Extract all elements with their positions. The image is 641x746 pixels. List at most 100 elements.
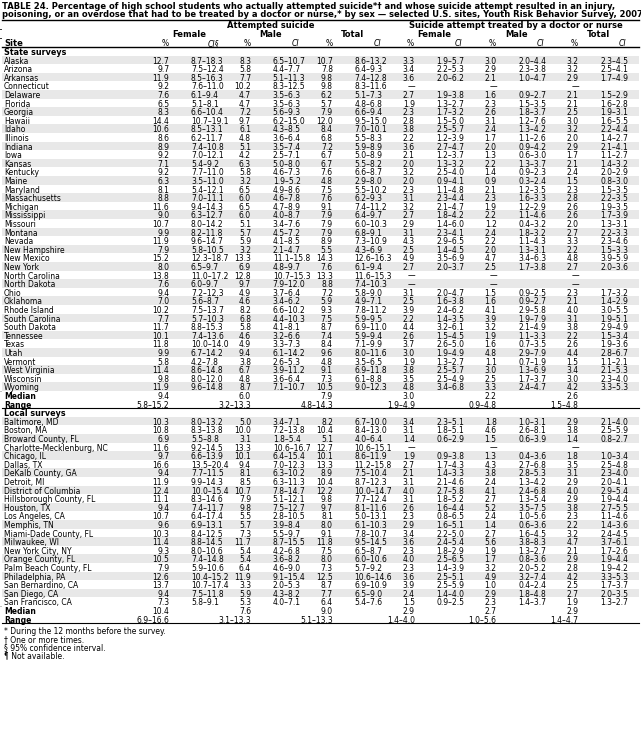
Text: 5.4–7.6: 5.4–7.6 [354, 598, 383, 607]
Text: 10.5: 10.5 [316, 383, 333, 392]
Text: 5.9–9.4: 5.9–9.4 [354, 332, 383, 341]
Text: 2.2–5.3: 2.2–5.3 [437, 65, 464, 74]
Text: 7.7: 7.7 [320, 590, 333, 599]
Text: 2.9: 2.9 [403, 521, 415, 530]
Text: Michigan: Michigan [4, 203, 38, 212]
Text: 2.1–5.3: 2.1–5.3 [600, 366, 628, 375]
Text: 1.3: 1.3 [485, 151, 497, 160]
Text: 2.7: 2.7 [485, 607, 497, 616]
Text: 4.7: 4.7 [239, 91, 251, 100]
Bar [2, 554, 639, 563]
Text: 5.8–9.1: 5.8–9.1 [191, 598, 219, 607]
Text: CI: CI [619, 39, 626, 48]
Text: 3.9–5.9: 3.9–5.9 [600, 254, 628, 263]
Text: 2.9–8.0: 2.9–8.0 [354, 177, 383, 186]
Text: 7.4–13.6: 7.4–13.6 [191, 332, 224, 341]
Bar [2, 313, 639, 322]
Text: 9.0: 9.0 [320, 607, 333, 616]
Text: 8.7: 8.7 [239, 383, 251, 392]
Text: 10.7: 10.7 [153, 220, 169, 229]
Text: 3.6–6.4: 3.6–6.4 [273, 134, 301, 143]
Text: West Virginia: West Virginia [4, 366, 54, 375]
Text: 10.7: 10.7 [234, 486, 251, 495]
Text: 2.9: 2.9 [567, 478, 578, 487]
Text: 4.8: 4.8 [321, 177, 333, 186]
Text: 3.3: 3.3 [403, 57, 415, 66]
Text: 8.1–11.6: 8.1–11.6 [354, 504, 387, 513]
Text: Maine: Maine [4, 177, 27, 186]
Text: 1.4–3.3: 1.4–3.3 [437, 469, 465, 478]
Bar [2, 571, 639, 580]
Text: 1.4–4.0: 1.4–4.0 [437, 590, 465, 599]
Text: 4.8: 4.8 [239, 374, 251, 383]
Text: 2.0–2.9: 2.0–2.9 [600, 169, 628, 178]
Text: 7.9: 7.9 [320, 211, 333, 220]
Text: 4.8: 4.8 [485, 349, 497, 358]
Text: 10.5: 10.5 [153, 556, 169, 565]
Text: 6.1–10.3: 6.1–10.3 [354, 521, 387, 530]
Text: 9.9: 9.9 [157, 349, 169, 358]
Text: 9.5–14.5: 9.5–14.5 [354, 538, 388, 548]
Text: Arkansas: Arkansas [4, 74, 39, 83]
Text: 2.4: 2.4 [403, 590, 415, 599]
Text: 3.4–7.1: 3.4–7.1 [273, 418, 301, 427]
Text: 1.5: 1.5 [567, 357, 578, 366]
Text: 7.9–12.0: 7.9–12.0 [273, 280, 306, 289]
Text: New York: New York [4, 263, 39, 272]
Text: %: % [407, 39, 414, 48]
Text: 7.6: 7.6 [320, 169, 333, 178]
Text: 4.4: 4.4 [566, 349, 578, 358]
Text: 6.8: 6.8 [239, 315, 251, 324]
Text: 9.7: 9.7 [157, 452, 169, 461]
Text: 3.0: 3.0 [403, 392, 415, 401]
Text: 4.9–7.1: 4.9–7.1 [354, 298, 383, 307]
Text: %: % [244, 39, 251, 48]
Text: 2.3: 2.3 [485, 194, 497, 203]
Bar [2, 520, 639, 529]
Text: Wisconsin: Wisconsin [4, 374, 42, 383]
Text: 6.0: 6.0 [239, 392, 251, 401]
Text: 4.6: 4.6 [485, 427, 497, 436]
Text: 8.0–13.2: 8.0–13.2 [191, 418, 224, 427]
Text: 3.8: 3.8 [403, 366, 415, 375]
Text: 7.5–10.4: 7.5–10.4 [354, 469, 388, 478]
Text: 6.2–9.3: 6.2–9.3 [354, 194, 383, 203]
Text: 0.6–3.0: 0.6–3.0 [519, 151, 546, 160]
Text: 1.3–4.2: 1.3–4.2 [519, 125, 546, 134]
Text: 2.4–6.2: 2.4–6.2 [437, 306, 464, 315]
Text: Female: Female [417, 30, 451, 39]
Text: 4.2: 4.2 [239, 151, 251, 160]
Text: 2.2: 2.2 [485, 211, 497, 220]
Text: Total: Total [341, 30, 364, 39]
Text: 3.1: 3.1 [403, 289, 415, 298]
Text: 4.9: 4.9 [485, 573, 497, 582]
Text: 6.0–9.7: 6.0–9.7 [191, 280, 219, 289]
Text: 8.7–18.3: 8.7–18.3 [191, 57, 224, 66]
Text: 3.1: 3.1 [567, 315, 578, 324]
Text: Alaska: Alaska [4, 57, 29, 66]
Text: 4.7: 4.7 [239, 100, 251, 109]
Text: 11.0–17.2: 11.0–17.2 [191, 272, 228, 280]
Text: 2.5–5.9: 2.5–5.9 [437, 581, 465, 590]
Text: Orange County, FL: Orange County, FL [4, 556, 75, 565]
Text: 2.2: 2.2 [567, 521, 578, 530]
Text: 1.1–2.1: 1.1–2.1 [600, 357, 628, 366]
Text: Maryland: Maryland [4, 186, 40, 195]
Text: —: — [572, 272, 579, 280]
Text: 4.2–6.8: 4.2–6.8 [273, 547, 301, 556]
Text: 4.7: 4.7 [485, 254, 497, 263]
Bar [2, 90, 639, 98]
Bar [2, 417, 639, 425]
Text: 3.1: 3.1 [239, 435, 251, 444]
Text: 6.7–14.2: 6.7–14.2 [191, 349, 224, 358]
Text: 8.7–15.5: 8.7–15.5 [273, 538, 306, 548]
Text: 12.6: 12.6 [153, 573, 169, 582]
Text: 3.0: 3.0 [566, 117, 578, 126]
Text: 7.4: 7.4 [320, 332, 333, 341]
Text: 3.6: 3.6 [403, 573, 415, 582]
Text: 2.9–5.4: 2.9–5.4 [600, 486, 628, 495]
Text: 3.8–8.3: 3.8–8.3 [519, 538, 546, 548]
Text: 5.8: 5.8 [239, 169, 251, 178]
Text: 10.4: 10.4 [316, 427, 333, 436]
Text: 5.9–8.9: 5.9–8.9 [354, 142, 383, 151]
